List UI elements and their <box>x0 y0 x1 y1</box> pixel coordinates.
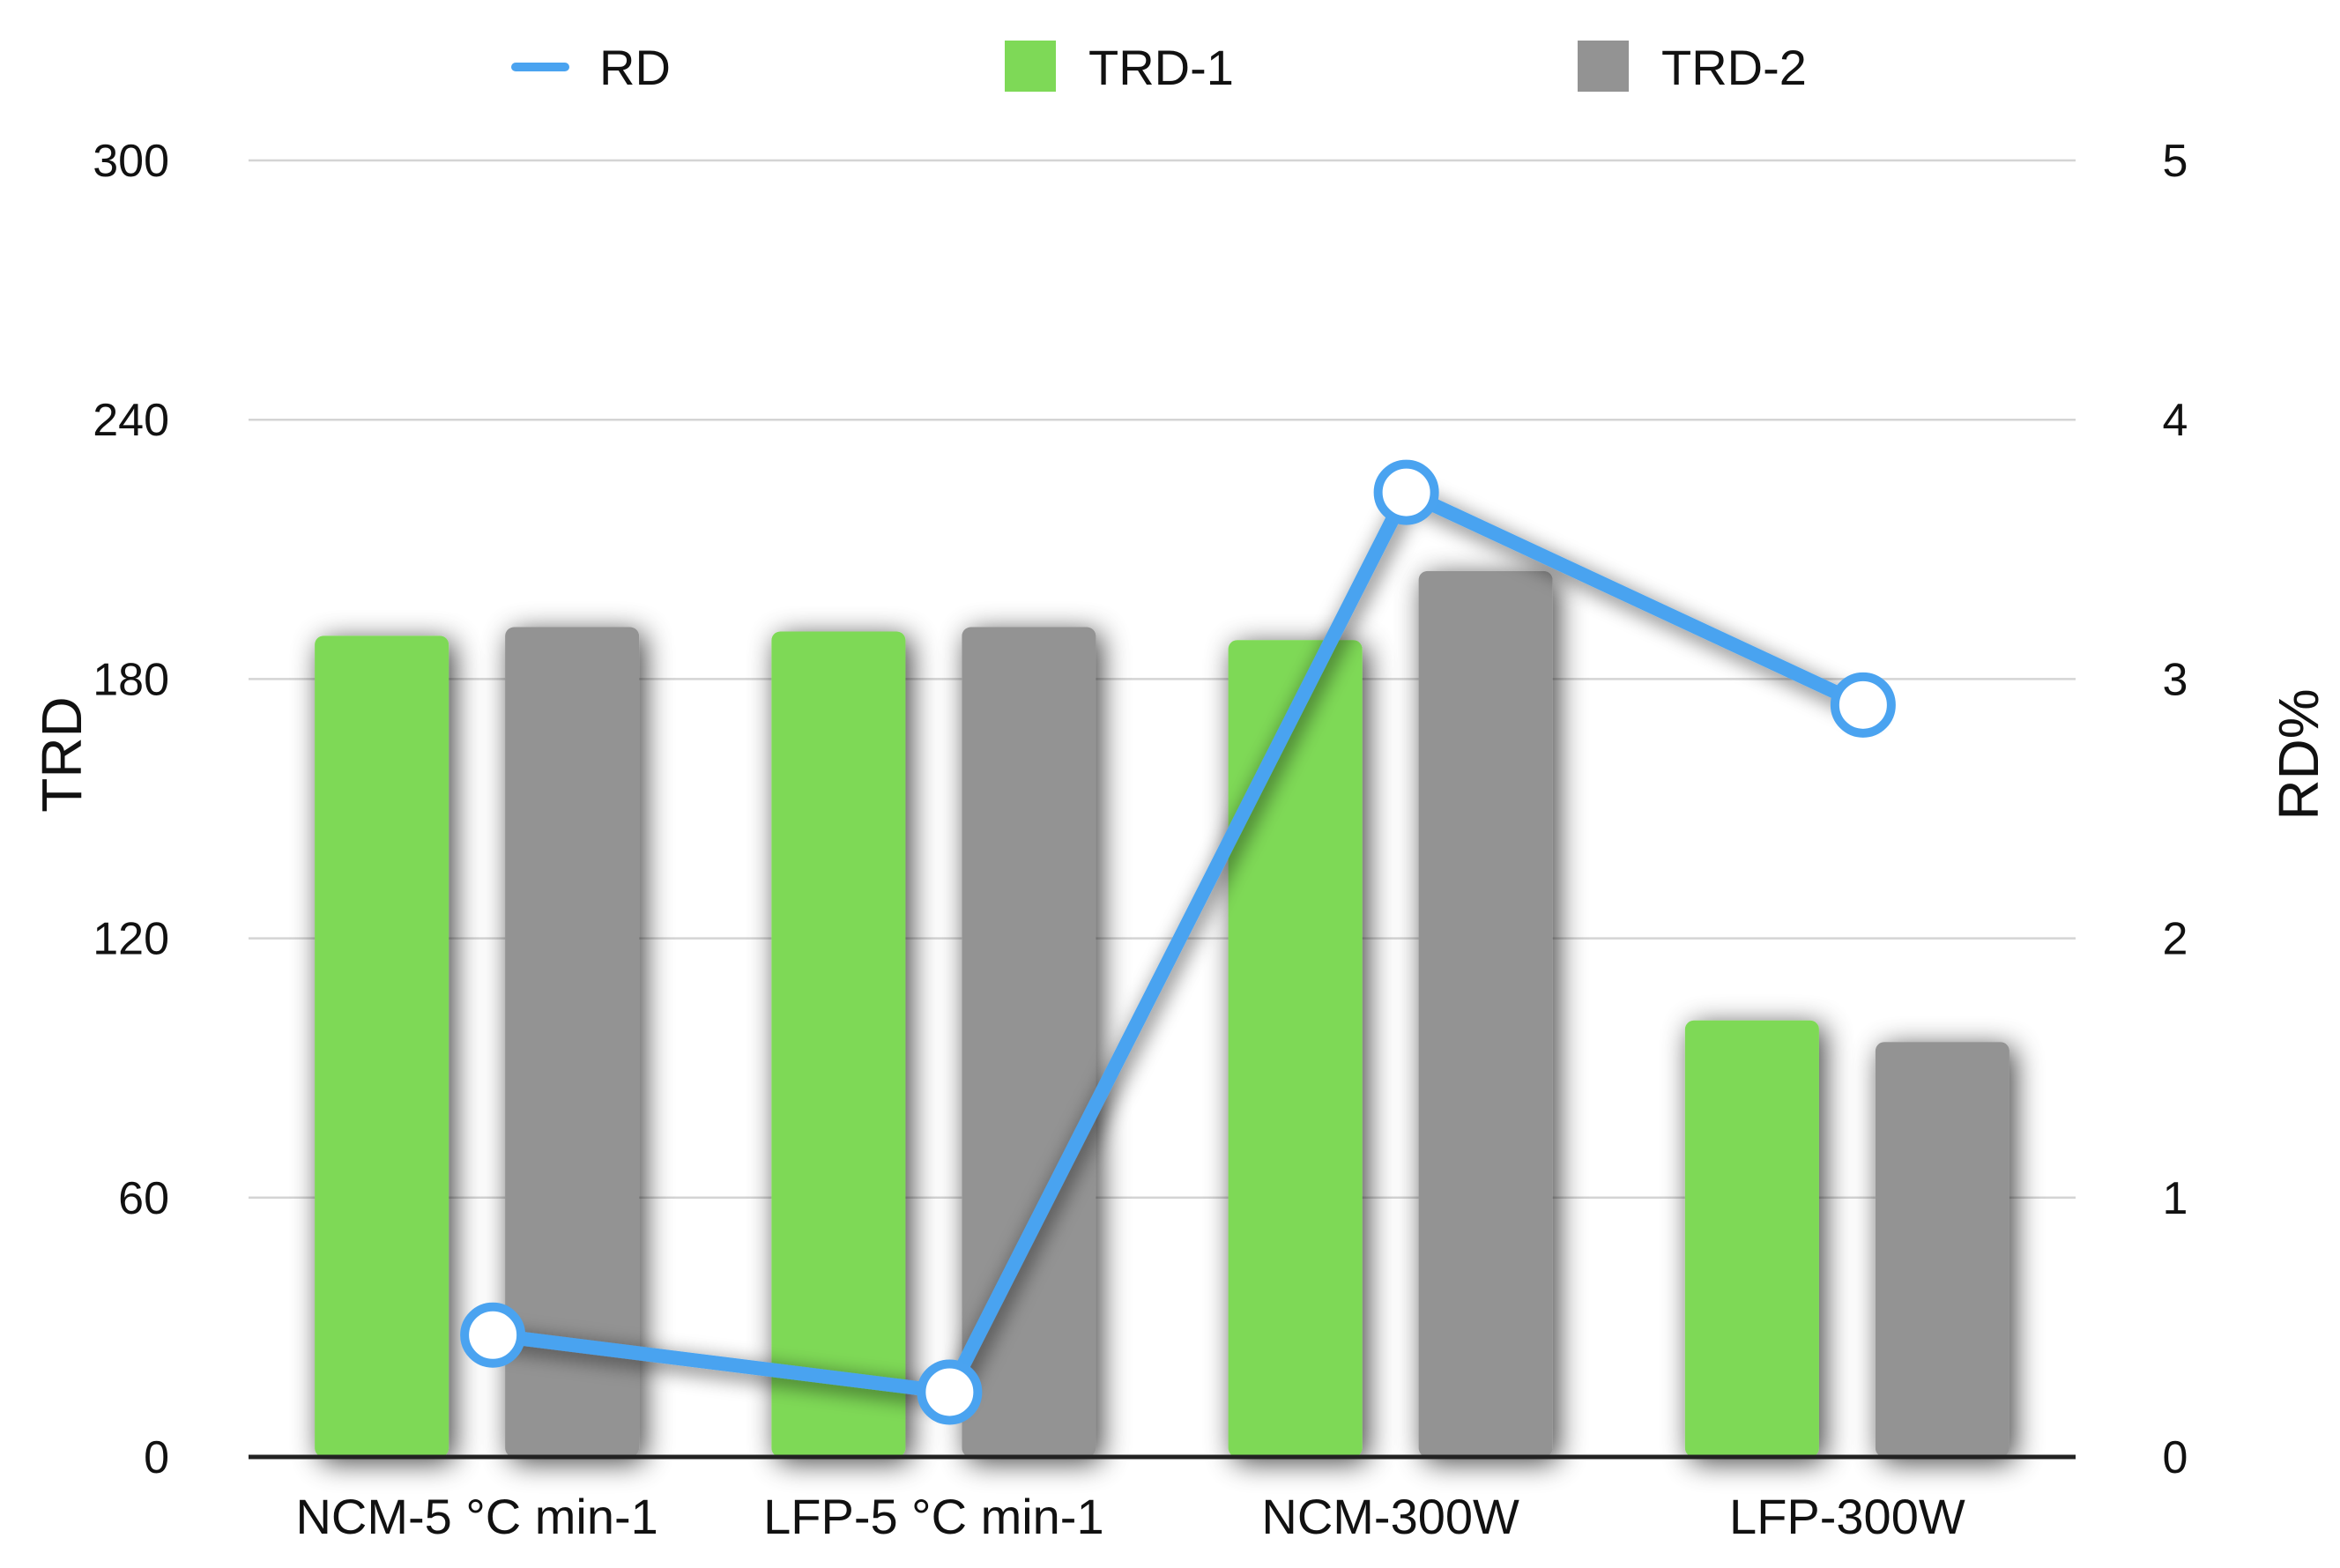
bar-trd-2-2 <box>1418 570 1553 1457</box>
legend: RD TRD-1 TRD-2 <box>511 40 1807 95</box>
legend-swatch-trd-1 <box>1005 41 1056 92</box>
right-tick-label: 4 <box>2163 395 2188 446</box>
right-tick-label: 3 <box>2163 654 2188 705</box>
bar-layer <box>315 570 2009 1457</box>
bar-trd-2-0 <box>505 627 640 1457</box>
right-tick-label: 1 <box>2163 1173 2188 1224</box>
category-label: NCM-300W <box>1261 1489 1519 1544</box>
legend-swatch-trd-2 <box>1578 41 1629 92</box>
left-tick-label: 60 <box>118 1173 169 1224</box>
left-tick-label: 240 <box>93 395 169 446</box>
category-labels: NCM-5 °C min-1 LFP-5 °C min-1 NCM-300W LFP-… <box>295 1489 1965 1544</box>
category-label: LFP-5 °C min-1 <box>763 1489 1103 1544</box>
bar-trd-1-2 <box>1228 640 1363 1457</box>
legend-label-trd-1: TRD-1 <box>1088 40 1234 95</box>
rd-point-3 <box>1830 672 1896 738</box>
left-tick-label: 180 <box>93 654 169 705</box>
bar-trd-1-3 <box>1684 1020 1819 1457</box>
left-tick-label: 120 <box>93 914 169 965</box>
category-label: NCM-5 °C min-1 <box>295 1489 657 1544</box>
bar-trd-2-1 <box>962 627 1096 1457</box>
left-tick-label: 300 <box>93 136 169 187</box>
left-axis-title: TRD <box>30 696 93 813</box>
right-axis-title: RD% <box>2267 688 2330 820</box>
rd-point-1 <box>917 1359 983 1425</box>
right-tick-label: 2 <box>2163 914 2188 965</box>
bar-trd-2-3 <box>1875 1042 2009 1457</box>
left-axis-ticks: 0 60 120 180 240 300 <box>93 136 169 1483</box>
right-tick-label: 5 <box>2163 136 2188 187</box>
bar-trd-1-0 <box>315 635 449 1457</box>
rd-point-2 <box>1373 459 1439 525</box>
rd-point-0 <box>460 1302 526 1368</box>
bar-trd-1-1 <box>771 631 906 1457</box>
legend-label-rd: RD <box>599 40 671 95</box>
right-axis-ticks: 0 1 2 3 4 5 <box>2163 136 2188 1483</box>
rd-line <box>486 485 1870 1400</box>
right-tick-label: 0 <box>2163 1432 2188 1483</box>
category-label: LFP-300W <box>1729 1489 1965 1544</box>
rd-line-layer <box>460 459 1896 1425</box>
legend-label-trd-2: TRD-2 <box>1661 40 1807 95</box>
left-tick-label: 0 <box>144 1432 169 1483</box>
